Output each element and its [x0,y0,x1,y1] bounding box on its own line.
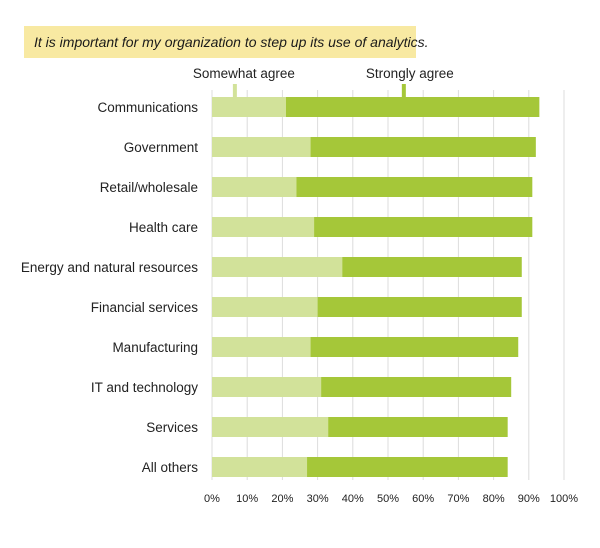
bar-somewhat-agree [212,377,322,397]
category-label: Government [124,140,199,155]
category-label: Communications [97,100,198,115]
bar-somewhat-agree [212,217,315,237]
bar-strongly-agree [285,97,540,117]
bar-strongly-agree [314,217,533,237]
category-label: Financial services [91,300,199,315]
x-tick-label: 60% [412,493,434,505]
bar-strongly-agree [321,377,512,397]
bar-somewhat-agree [212,457,308,477]
bar-somewhat-agree [212,417,329,437]
bar-strongly-agree [310,337,519,357]
chart-title: It is important for my organization to s… [34,34,429,50]
category-label: Services [146,420,198,435]
category-label: Energy and natural resources [21,260,198,275]
x-tick-label: 80% [483,493,505,505]
x-tick-label: 10% [236,493,258,505]
category-label: Retail/wholesale [100,180,198,195]
bar-somewhat-agree [212,97,286,117]
bar-strongly-agree [342,257,522,277]
category-label: Manufacturing [112,340,198,355]
category-label: All others [142,460,199,475]
bar-strongly-agree [328,417,508,437]
x-tick-label: 50% [377,493,399,505]
bar-somewhat-agree [212,257,343,277]
x-tick-label: 20% [271,493,293,505]
x-tick-label: 0% [204,493,220,505]
bar-somewhat-agree [212,337,311,357]
bar-strongly-agree [296,177,533,197]
legend-somewhat-agree: Somewhat agree [193,66,295,81]
bar-strongly-agree [310,137,536,157]
chart-title-box: It is important for my organization to s… [24,26,429,58]
category-label: IT and technology [91,380,198,395]
x-tick-label: 70% [447,493,469,505]
x-tick-label: 30% [307,493,329,505]
bar-strongly-agree [317,297,522,317]
legend-strongly-agree: Strongly agree [366,66,454,81]
bar-strongly-agree [307,457,508,477]
x-tick-label: 90% [518,493,540,505]
bar-somewhat-agree [212,297,318,317]
bar-somewhat-agree [212,137,311,157]
bar-somewhat-agree [212,177,297,197]
x-tick-label: 100% [550,493,578,505]
category-label: Health care [129,220,198,235]
x-tick-label: 40% [342,493,364,505]
